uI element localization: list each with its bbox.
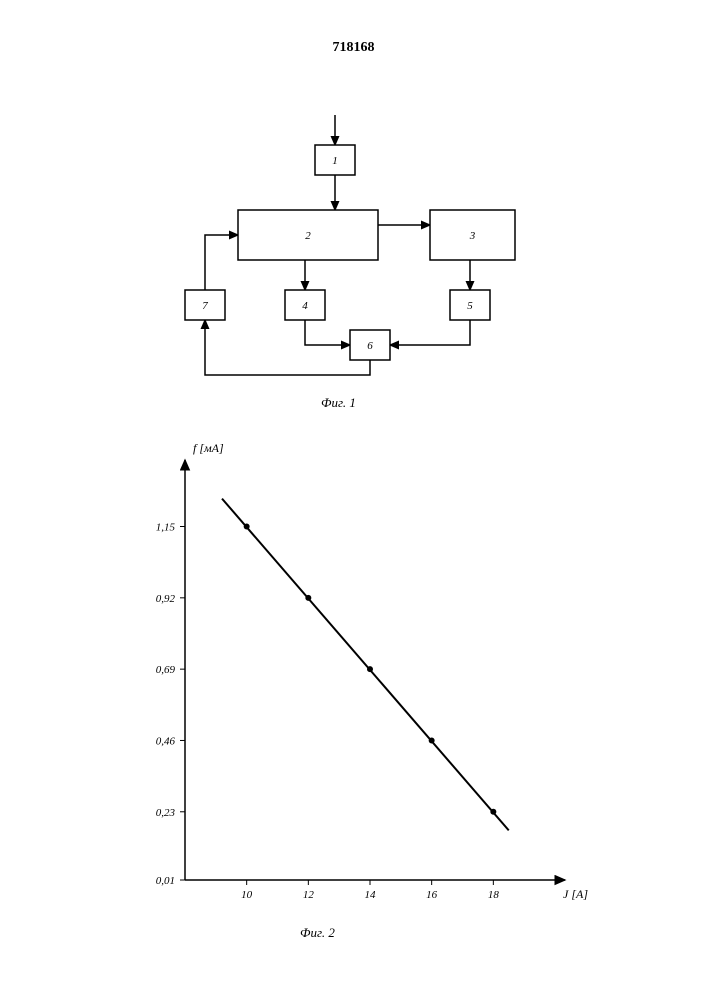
svg-text:16: 16 [426,889,438,901]
fig2-caption: Фиг. 2 [300,925,335,941]
svg-text:5: 5 [467,300,473,312]
svg-text:0,46: 0,46 [156,735,176,747]
svg-text:18: 18 [488,889,500,901]
block-diagram: 1 2 3 4 5 6 7 [0,0,707,410]
svg-text:4: 4 [302,300,308,312]
svg-text:0,23: 0,23 [156,807,176,819]
svg-text:0,92: 0,92 [156,593,176,605]
svg-text:10: 10 [241,889,253,901]
svg-text:3: 3 [469,230,476,242]
svg-text:J [A]: J [A] [563,887,588,901]
svg-text:7: 7 [202,300,208,312]
svg-text:1: 1 [332,155,338,167]
svg-text:6: 6 [367,340,373,352]
line-chart: 10 12 14 16 18 0,01 0,23 0,46 0,69 0,92 1,15 f [мА]… [0,440,707,1000]
svg-text:0,69: 0,69 [156,664,176,676]
svg-text:12: 12 [303,889,315,901]
svg-text:14: 14 [365,889,377,901]
svg-text:2: 2 [305,230,311,242]
svg-text:f [мА]: f [мА] [193,441,224,455]
fig1-caption: Фиг. 1 [321,395,356,411]
svg-text:0,01: 0,01 [156,875,175,887]
svg-text:1,15: 1,15 [156,522,176,534]
